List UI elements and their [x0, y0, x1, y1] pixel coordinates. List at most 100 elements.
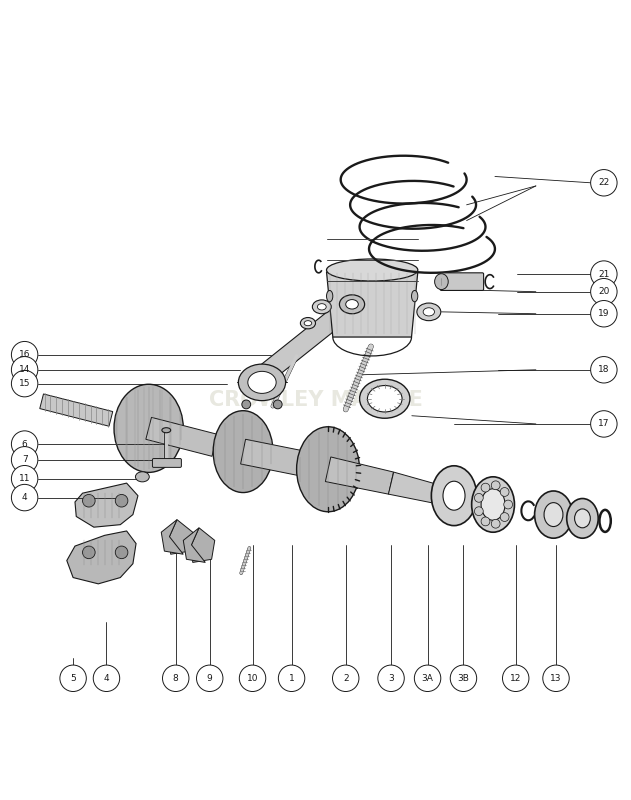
Ellipse shape — [304, 321, 312, 326]
Ellipse shape — [417, 303, 441, 321]
Ellipse shape — [239, 364, 286, 401]
Circle shape — [278, 665, 305, 691]
Ellipse shape — [300, 318, 316, 329]
Polygon shape — [240, 439, 302, 475]
Circle shape — [273, 400, 282, 409]
Circle shape — [492, 519, 500, 528]
Circle shape — [481, 483, 490, 492]
Text: 5: 5 — [70, 674, 76, 682]
Circle shape — [93, 665, 120, 691]
Ellipse shape — [534, 491, 572, 538]
Circle shape — [481, 517, 490, 526]
Ellipse shape — [339, 295, 365, 314]
Text: 10: 10 — [247, 674, 258, 682]
Circle shape — [242, 400, 251, 409]
Ellipse shape — [326, 259, 418, 281]
Circle shape — [83, 546, 95, 558]
Circle shape — [451, 665, 476, 691]
Text: 15: 15 — [19, 379, 30, 388]
Ellipse shape — [297, 426, 360, 512]
Polygon shape — [260, 298, 362, 374]
Polygon shape — [191, 528, 215, 562]
Circle shape — [591, 261, 617, 287]
Text: 17: 17 — [598, 419, 610, 429]
Ellipse shape — [443, 482, 465, 510]
Circle shape — [591, 410, 617, 437]
Ellipse shape — [312, 300, 331, 314]
Text: 22: 22 — [598, 178, 610, 187]
Circle shape — [591, 301, 617, 327]
Text: 16: 16 — [19, 350, 30, 359]
Circle shape — [492, 481, 500, 490]
Circle shape — [475, 506, 483, 515]
Circle shape — [378, 665, 404, 691]
Circle shape — [60, 665, 86, 691]
Text: 4: 4 — [22, 493, 27, 502]
Ellipse shape — [346, 299, 358, 309]
Text: CROWLEY MARINE: CROWLEY MARINE — [209, 390, 422, 410]
Circle shape — [504, 500, 512, 509]
Polygon shape — [326, 457, 394, 494]
Ellipse shape — [471, 477, 514, 532]
Circle shape — [591, 170, 617, 196]
Ellipse shape — [423, 308, 435, 316]
Circle shape — [11, 446, 38, 473]
Ellipse shape — [248, 371, 276, 394]
Circle shape — [11, 357, 38, 383]
Ellipse shape — [136, 472, 150, 482]
Circle shape — [11, 466, 38, 492]
Ellipse shape — [435, 274, 448, 290]
Circle shape — [591, 357, 617, 383]
Text: 18: 18 — [598, 366, 610, 374]
Polygon shape — [75, 483, 138, 527]
Circle shape — [11, 342, 38, 368]
Circle shape — [11, 431, 38, 458]
Text: 19: 19 — [598, 310, 610, 318]
Text: 12: 12 — [510, 674, 521, 682]
Text: 3A: 3A — [422, 674, 433, 682]
Polygon shape — [389, 472, 440, 504]
Ellipse shape — [481, 489, 505, 520]
Polygon shape — [170, 520, 192, 554]
FancyBboxPatch shape — [440, 273, 483, 290]
Ellipse shape — [367, 386, 402, 412]
Text: 6: 6 — [21, 439, 28, 449]
Ellipse shape — [213, 410, 273, 493]
Polygon shape — [326, 272, 418, 337]
Text: 2: 2 — [343, 674, 348, 682]
Text: 14: 14 — [19, 366, 30, 374]
Ellipse shape — [567, 498, 598, 538]
Circle shape — [11, 484, 38, 511]
Text: 9: 9 — [207, 674, 213, 682]
Circle shape — [543, 665, 569, 691]
Ellipse shape — [432, 466, 476, 526]
Text: 21: 21 — [598, 270, 610, 278]
Ellipse shape — [114, 384, 183, 473]
Ellipse shape — [326, 290, 333, 302]
Polygon shape — [67, 531, 136, 584]
Ellipse shape — [360, 379, 410, 418]
Text: 13: 13 — [550, 674, 562, 682]
Text: 3: 3 — [388, 674, 394, 682]
Polygon shape — [183, 528, 205, 562]
Ellipse shape — [575, 509, 591, 528]
Circle shape — [500, 487, 509, 496]
Circle shape — [115, 546, 128, 558]
Text: 8: 8 — [173, 674, 179, 682]
Text: 3B: 3B — [457, 674, 469, 682]
Circle shape — [11, 370, 38, 397]
Text: 4: 4 — [103, 674, 109, 682]
Polygon shape — [40, 394, 113, 426]
Text: 7: 7 — [21, 455, 28, 464]
Ellipse shape — [544, 502, 563, 526]
FancyBboxPatch shape — [153, 458, 181, 467]
Ellipse shape — [162, 428, 171, 433]
Text: 20: 20 — [598, 287, 610, 296]
Circle shape — [333, 665, 359, 691]
Circle shape — [83, 494, 95, 507]
Text: 1: 1 — [289, 674, 295, 682]
Circle shape — [239, 665, 266, 691]
Circle shape — [163, 665, 189, 691]
Circle shape — [415, 665, 441, 691]
Circle shape — [502, 665, 529, 691]
